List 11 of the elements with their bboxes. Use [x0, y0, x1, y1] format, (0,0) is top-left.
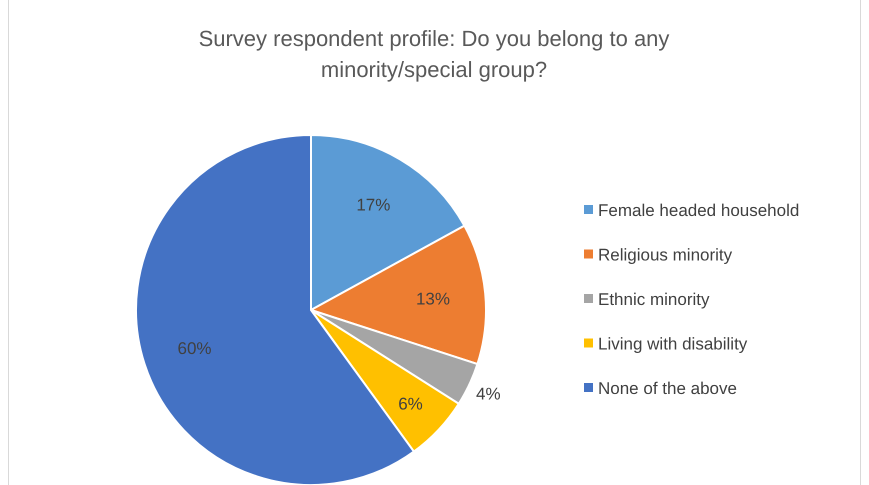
legend-label: Living with disability — [598, 334, 748, 354]
data-label: 13% — [416, 289, 450, 308]
legend-label: Ethnic minority — [598, 290, 710, 309]
data-label: 60% — [177, 338, 212, 358]
data-label: 6% — [398, 394, 423, 414]
legend-label: None of the above — [598, 378, 737, 398]
data-label: 4% — [476, 384, 501, 404]
chart-title: Survey respondent profile: Do you belong to any minority/special group? — [198, 26, 670, 82]
legend-label: Female headed household — [598, 200, 800, 220]
data-label: 17% — [356, 196, 390, 215]
legend-label: Religious minority — [598, 245, 733, 264]
